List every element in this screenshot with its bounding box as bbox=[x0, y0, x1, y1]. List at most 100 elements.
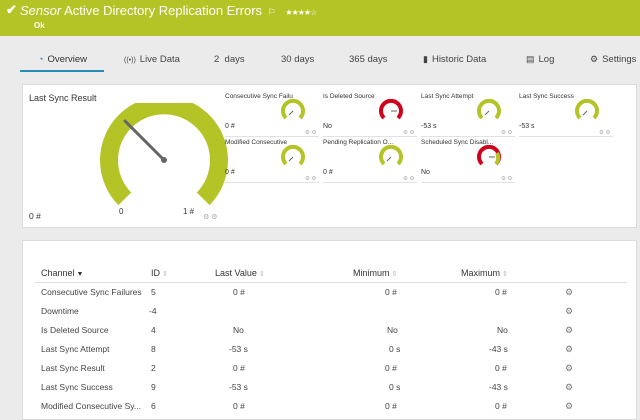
tab-label: 2 days bbox=[214, 54, 245, 65]
tab-bar: ◔ Overview ((•)) Live Data 2 days 30 days … bbox=[0, 36, 640, 76]
channel-settings-icon[interactable]: ⚙ bbox=[565, 344, 574, 354]
mini-gauge-value: -53 s bbox=[421, 123, 437, 130]
column-header-id[interactable]: ID ⇕ bbox=[151, 268, 168, 278]
cell-minimum: 0 # bbox=[385, 287, 397, 297]
channel-settings-icon[interactable]: ⚙ bbox=[565, 325, 574, 335]
table-row[interactable]: Is Deleted Source 4 No No No ⚙ bbox=[23, 321, 638, 340]
gauge-settings-icon[interactable]: ⚙ ⚙ bbox=[403, 176, 415, 182]
gauge-dial bbox=[379, 99, 403, 120]
cell-channel[interactable]: Last Sync Result bbox=[41, 363, 105, 373]
cell-maximum: 0 # bbox=[495, 363, 507, 373]
cell-minimum: 0 # bbox=[385, 401, 397, 411]
tab-2-days[interactable]: 2 days bbox=[214, 54, 245, 65]
table-row[interactable]: Last Sync Result 2 0 # 0 # 0 # ⚙ bbox=[23, 359, 638, 378]
mini-gauge-label: Is Deleted Source bbox=[323, 93, 375, 100]
gauge-settings-icon[interactable]: ⚙ ⚙ bbox=[501, 130, 513, 136]
mini-gauge-value: 0 # bbox=[225, 169, 235, 176]
gauge-dial bbox=[281, 99, 305, 120]
mini-gauge-consecutive-sync-failures[interactable]: Consecutive Sync Failu 0 # ⚙ ⚙ bbox=[225, 93, 319, 137]
mini-gauge-modified-consecutive[interactable]: Modified Consecutive 0 # ⚙ ⚙ bbox=[225, 139, 319, 183]
column-header-channel[interactable]: Channel ▼ bbox=[41, 268, 83, 278]
gauges-panel: Last Sync Result 0 # 0 1 # ⚙ ⚙ Consecuti… bbox=[22, 84, 637, 228]
tab-label: 30 days bbox=[281, 54, 315, 65]
mini-gauge-is-deleted-source[interactable]: Is Deleted Source No ⚙ ⚙ bbox=[323, 93, 417, 137]
priority-stars[interactable]: ★★★★☆ bbox=[285, 8, 317, 17]
table-row[interactable]: Last Sync Success 9 -53 s 0 s -43 s ⚙ bbox=[23, 378, 638, 397]
cell-maximum: No bbox=[497, 325, 508, 335]
gauge-settings-icon[interactable]: ⚙ ⚙ bbox=[305, 130, 317, 136]
channel-settings-icon[interactable]: ⚙ bbox=[565, 306, 574, 316]
cell-id: 4 bbox=[151, 325, 156, 335]
tab-label: Log bbox=[538, 54, 555, 65]
main-gauge-max-label: 1 # bbox=[183, 207, 195, 216]
main-gauge-title: Last Sync Result bbox=[29, 93, 97, 103]
cell-id: 9 bbox=[151, 382, 156, 392]
column-header-minimum[interactable]: Minimum ⇕ bbox=[353, 268, 397, 278]
channels-table: Channel ▼ ID ⇕ Last Value ⇕ Minimum ⇕ Maximu… bbox=[22, 240, 637, 420]
channel-settings-icon[interactable]: ⚙ bbox=[565, 401, 574, 411]
column-header-last-value[interactable]: Last Value ⇕ bbox=[215, 268, 265, 278]
cell-minimum: 0 s bbox=[389, 382, 401, 392]
tab-label: 365 days bbox=[349, 54, 388, 65]
cell-id: 2 bbox=[151, 363, 156, 373]
tab-label: Overview bbox=[47, 54, 88, 65]
title-prefix: Sensor bbox=[20, 3, 62, 18]
table-row[interactable]: Last Sync Attempt 8 -53 s 0 s -43 s ⚙ bbox=[23, 340, 638, 359]
channel-settings-icon[interactable]: ⚙ bbox=[565, 287, 574, 297]
status-label: Ok bbox=[34, 21, 45, 30]
channel-settings-icon[interactable]: ⚙ bbox=[565, 363, 574, 373]
gauge-settings-icon[interactable]: ⚙ ⚙ bbox=[501, 176, 513, 182]
log-icon: ▤ bbox=[526, 54, 535, 64]
sort-desc-icon: ▼ bbox=[76, 271, 84, 278]
sort-icon: ⇕ bbox=[391, 271, 398, 278]
gauge-settings-icon[interactable]: ⚙ ⚙ bbox=[403, 130, 415, 136]
header-divider bbox=[35, 282, 627, 283]
tab-30-days[interactable]: 30 days bbox=[281, 54, 314, 65]
cell-maximum: 0 # bbox=[495, 287, 507, 297]
bar-chart-icon: ▮ bbox=[423, 54, 428, 64]
cell-channel[interactable]: Last Sync Success bbox=[41, 382, 113, 392]
cell-minimum: 0 s bbox=[389, 344, 401, 354]
cell-id: -4 bbox=[149, 306, 157, 316]
gauge-settings-icon[interactable]: ⚙ ⚙ bbox=[305, 176, 317, 182]
mini-gauge-value: No bbox=[421, 169, 430, 176]
cell-minimum: No bbox=[387, 325, 398, 335]
status-check-icon: ✔ bbox=[6, 2, 17, 17]
main-gauge-settings-icon[interactable]: ⚙ ⚙ bbox=[203, 214, 218, 221]
mini-gauge-label: Last Sync Attempt bbox=[421, 93, 474, 100]
cell-channel[interactable]: Downtime bbox=[41, 306, 79, 316]
tab-365-days[interactable]: 365 days bbox=[349, 54, 388, 65]
column-header-maximum[interactable]: Maximum ⇕ bbox=[461, 268, 508, 278]
broadcast-icon: ((•)) bbox=[124, 57, 136, 64]
table-row[interactable]: Modified Consecutive Sy... 6 0 # 0 # 0 #… bbox=[23, 397, 638, 416]
tab-log[interactable]: ▤ Log bbox=[526, 54, 554, 65]
tab-settings[interactable]: ⚙ Settings bbox=[590, 54, 636, 65]
gauge-dial bbox=[477, 145, 501, 166]
mini-gauge-scheduled-sync-disabled[interactable]: Scheduled Sync Disabl... No ⚙ ⚙ bbox=[421, 139, 515, 183]
tab-live-data[interactable]: ((•)) Live Data bbox=[124, 54, 180, 65]
cell-last-value: 0 # bbox=[233, 363, 245, 373]
cell-id: 8 bbox=[151, 344, 156, 354]
mini-gauge-last-sync-success[interactable]: Last Sync Success -53 s ⚙ ⚙ bbox=[519, 93, 613, 137]
tab-overview[interactable]: ◔ Overview bbox=[38, 54, 87, 65]
cell-maximum: 0 # bbox=[495, 401, 507, 411]
gauge-dial bbox=[575, 99, 599, 120]
mini-gauge-last-sync-attempt[interactable]: Last Sync Attempt -53 s ⚙ ⚙ bbox=[421, 93, 515, 137]
main-gauge[interactable] bbox=[99, 103, 229, 213]
gauge-settings-icon[interactable]: ⚙ ⚙ bbox=[599, 130, 611, 136]
cell-channel[interactable]: Consecutive Sync Failures bbox=[41, 287, 142, 297]
cell-channel[interactable]: Last Sync Attempt bbox=[41, 344, 110, 354]
channel-settings-icon[interactable]: ⚙ bbox=[565, 382, 574, 392]
cell-maximum: -43 s bbox=[489, 344, 508, 354]
sensor-header: ✔ Sensor Active Directory Replication Er… bbox=[0, 0, 640, 36]
tab-historic-data[interactable]: ▮ Historic Data bbox=[423, 54, 486, 65]
cell-channel[interactable]: Modified Consecutive Sy... bbox=[41, 401, 141, 411]
mini-gauge-value: -53 s bbox=[519, 123, 535, 130]
flag-icon[interactable]: ⚐ bbox=[267, 7, 276, 17]
mini-gauge-pending-replication[interactable]: Pending Replication O... 0 # ⚙ ⚙ bbox=[323, 139, 417, 183]
cell-channel[interactable]: Is Deleted Source bbox=[41, 325, 109, 335]
gauge-dial bbox=[281, 145, 305, 166]
page-title: Sensor Active Directory Replication Erro… bbox=[20, 3, 317, 18]
table-row[interactable]: Consecutive Sync Failures 5 0 # 0 # 0 # … bbox=[23, 283, 638, 302]
table-row[interactable]: Downtime -4 ⚙ bbox=[23, 302, 638, 321]
